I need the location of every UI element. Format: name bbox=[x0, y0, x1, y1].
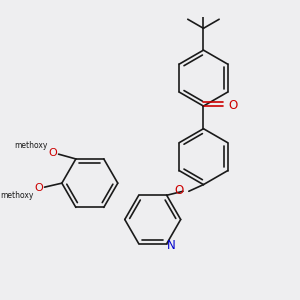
Text: O: O bbox=[174, 184, 184, 197]
Text: O: O bbox=[34, 183, 43, 193]
Text: N: N bbox=[167, 238, 176, 251]
Text: O: O bbox=[229, 99, 238, 112]
Text: methoxy: methoxy bbox=[14, 141, 47, 150]
Text: O: O bbox=[48, 148, 57, 158]
Text: methoxy: methoxy bbox=[0, 191, 33, 200]
